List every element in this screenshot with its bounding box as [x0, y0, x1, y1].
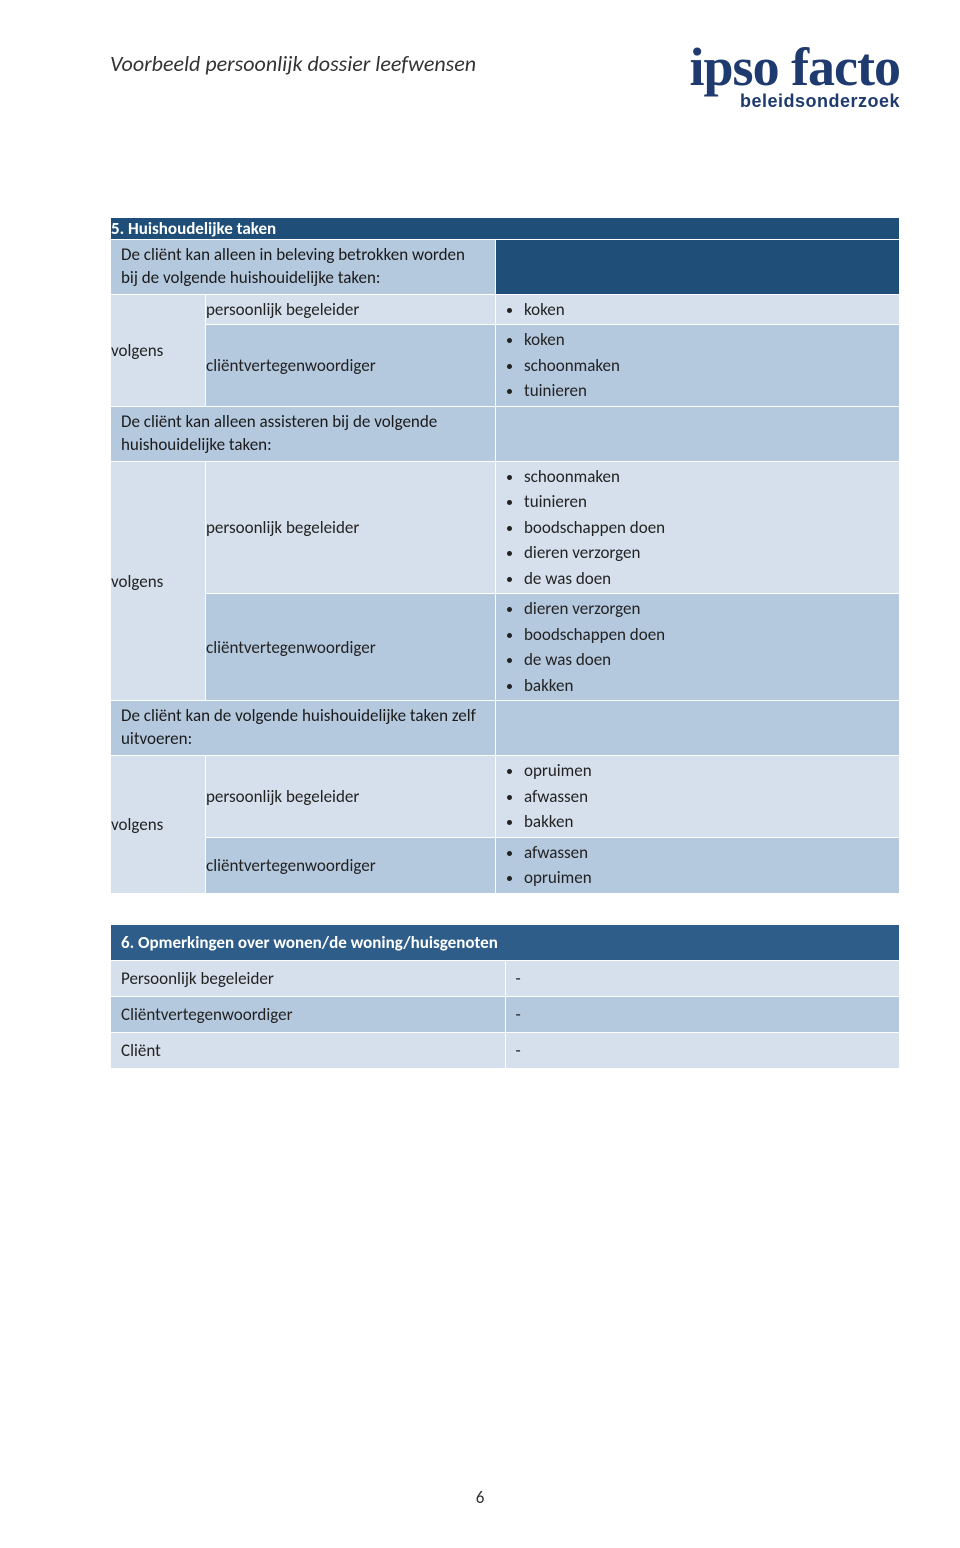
list-r1-cv: koken schoonmaken tuinieren [496, 327, 899, 404]
volgens-label: volgens [111, 461, 206, 701]
table-row: cliëntvertegenwoordiger koken schoonmake… [111, 325, 900, 407]
cv-label: cliëntvertegenwoordiger [206, 325, 496, 407]
list-item: opruimen [524, 865, 899, 891]
table-row: Cliënt - [111, 1032, 900, 1068]
list-item: afwassen [524, 840, 899, 866]
list-item: dieren verzorgen [524, 596, 899, 622]
list-item: boodschappen doen [524, 622, 899, 648]
list-r2-pb: schoonmaken tuinieren boodschappen doen … [496, 464, 899, 592]
table-row: Persoonlijk begeleider - [111, 960, 900, 996]
cell-r1-pb: koken [496, 294, 900, 325]
subsection-3: De cliënt kan de volgende huishouidelijk… [111, 701, 900, 756]
table-row: volgens persoonlijk begeleider opruimen … [111, 756, 900, 838]
list-item: koken [524, 297, 899, 323]
list-item: opruimen [524, 758, 899, 784]
cell-r3-pb: opruimen afwassen bakken [496, 756, 900, 838]
list-item: koken [524, 327, 899, 353]
list-item: bakken [524, 673, 899, 699]
table-row: volgens persoonlijk begeleider schoonmak… [111, 461, 900, 594]
list-item: de was doen [524, 566, 899, 592]
content: 5. Huishoudelijke taken De cliënt kan al… [110, 217, 900, 1069]
pb-label: persoonlijk begeleider [206, 756, 496, 838]
list-item: tuinieren [524, 378, 899, 404]
list-r3-pb: opruimen afwassen bakken [496, 758, 899, 835]
table-row: cliëntvertegenwoordiger afwassen opruime… [111, 837, 900, 893]
list-item: dieren verzorgen [524, 540, 899, 566]
subsection-1-label: De cliënt kan alleen in beleving betrokk… [111, 240, 496, 295]
pb-label: persoonlijk begeleider [206, 461, 496, 594]
cell-r1-cv: koken schoonmaken tuinieren [496, 325, 900, 407]
subsection-3-label: De cliënt kan de volgende huishouidelijk… [111, 701, 496, 756]
section-5-header: 5. Huishoudelijke taken [111, 218, 900, 240]
t6-label: Cliënt [111, 1032, 506, 1068]
t6-value: - [505, 996, 900, 1032]
list-item: schoonmaken [524, 353, 899, 379]
list-item: tuinieren [524, 489, 899, 515]
table-opmerkingen: 6. Opmerkingen over wonen/de woning/huis… [110, 924, 900, 1069]
subsection-2-right [496, 406, 900, 461]
table-header-row: 6. Opmerkingen over wonen/de woning/huis… [111, 924, 900, 960]
table-row: cliëntvertegenwoordiger dieren verzorgen… [111, 594, 900, 701]
subsection-1-right [496, 240, 900, 295]
logo: ipso facto beleidsonderzoek [690, 40, 900, 110]
cv-label: cliëntvertegenwoordiger [206, 837, 496, 893]
subsection-1: De cliënt kan alleen in beleving betrokk… [111, 240, 900, 295]
list-r2-cv: dieren verzorgen boodschappen doen de wa… [496, 596, 899, 698]
cell-r2-cv: dieren verzorgen boodschappen doen de wa… [496, 594, 900, 701]
t6-label: Cliëntvertegenwoordiger [111, 996, 506, 1032]
t6-value: - [505, 960, 900, 996]
table-row: volgens persoonlijk begeleider koken [111, 294, 900, 325]
subsection-2-label: De cliënt kan alleen assisteren bij de v… [111, 406, 496, 461]
volgens-label: volgens [111, 294, 206, 406]
list-item: de was doen [524, 647, 899, 673]
list-r3-cv: afwassen opruimen [496, 840, 899, 891]
list-item: afwassen [524, 784, 899, 810]
cell-r3-cv: afwassen opruimen [496, 837, 900, 893]
t6-value: - [505, 1032, 900, 1068]
t6-label: Persoonlijk begeleider [111, 960, 506, 996]
list-r1-pb: koken [496, 297, 899, 323]
section-6-header: 6. Opmerkingen over wonen/de woning/huis… [111, 924, 900, 960]
table-header-row: 5. Huishoudelijke taken [111, 218, 900, 240]
subsection-3-right [496, 701, 900, 756]
list-item: schoonmaken [524, 464, 899, 490]
table-row: Cliëntvertegenwoordiger - [111, 996, 900, 1032]
logo-main: ipso facto [690, 40, 900, 94]
page-number: 6 [0, 1487, 960, 1508]
pb-label: persoonlijk begeleider [206, 294, 496, 325]
page: Voorbeeld persoonlijk dossier leefwensen… [0, 0, 960, 1548]
list-item: bakken [524, 809, 899, 835]
subsection-2: De cliënt kan alleen assisteren bij de v… [111, 406, 900, 461]
list-item: boodschappen doen [524, 515, 899, 541]
table-huishoudelijke-taken: 5. Huishoudelijke taken De cliënt kan al… [110, 217, 900, 894]
cell-r2-pb: schoonmaken tuinieren boodschappen doen … [496, 461, 900, 594]
volgens-label: volgens [111, 756, 206, 894]
cv-label: cliëntvertegenwoordiger [206, 594, 496, 701]
